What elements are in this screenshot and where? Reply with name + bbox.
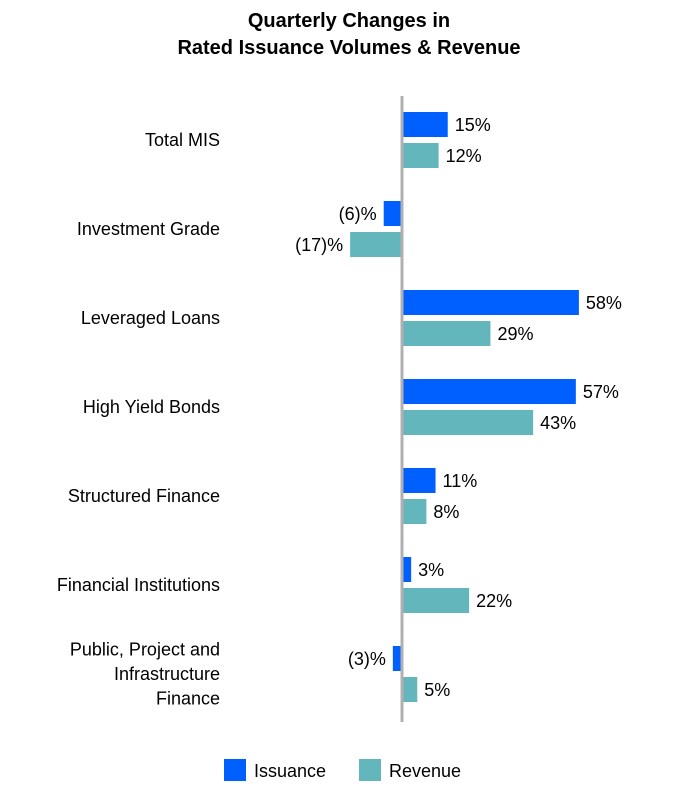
category-labels: Total MIS Investment Grade Leveraged Loans… xyxy=(57,130,220,709)
chart-title-line-1: Quarterly Changes in xyxy=(248,10,450,32)
data-label-issuance-3: 58% xyxy=(586,293,622,313)
chart-title-line-2: Rated Issuance Volumes & Revenue xyxy=(177,37,520,59)
category-label-6: Financial Institutions xyxy=(57,575,220,595)
legend-swatch-revenue xyxy=(359,759,381,781)
data-label-issuance-6: 3% xyxy=(418,560,444,580)
bar-revenue-5 xyxy=(402,499,427,524)
category-label-7-line-3: Finance xyxy=(156,689,220,709)
bar-issuance-1 xyxy=(402,112,448,137)
data-label-revenue-3: 29% xyxy=(497,324,533,344)
bar-revenue-7 xyxy=(402,677,418,702)
data-label-revenue-1: 12% xyxy=(446,146,482,166)
data-label-revenue-2: (17)% xyxy=(295,235,343,255)
bar-issuance-7 xyxy=(392,646,402,671)
data-label-revenue-5: 8% xyxy=(433,502,459,522)
category-label-5: Structured Finance xyxy=(68,486,220,506)
bar-revenue-1 xyxy=(402,143,439,168)
legend-label-issuance: Issuance xyxy=(254,761,326,781)
legend: Issuance Revenue xyxy=(224,759,461,781)
bar-issuance-2 xyxy=(383,201,402,226)
bar-revenue-6 xyxy=(402,588,470,613)
bar-issuance-3 xyxy=(402,290,579,315)
data-label-issuance-4: 57% xyxy=(583,382,619,402)
category-label-7-line-1: Public, Project and xyxy=(70,640,220,660)
bar-issuance-4 xyxy=(402,379,576,404)
category-label-1: Total MIS xyxy=(145,130,220,150)
data-label-issuance-5: 11% xyxy=(443,471,478,491)
bars-area: 15% 12% (6)% (17)% 58% 29% 57% 43% 11% 8% 3% 22% (3)… xyxy=(295,112,622,702)
bar-revenue-3 xyxy=(402,321,491,346)
data-label-issuance-1: 15% xyxy=(455,115,491,135)
category-label-2: Investment Grade xyxy=(77,219,220,239)
data-label-revenue-6: 22% xyxy=(476,591,512,611)
category-label-7-line-2: Infrastructure xyxy=(114,664,220,684)
category-label-4: High Yield Bonds xyxy=(83,397,220,417)
bar-issuance-5 xyxy=(402,468,436,493)
chart-title: Quarterly Changes in Rated Issuance Volum… xyxy=(177,10,520,59)
data-label-revenue-4: 43% xyxy=(540,413,576,433)
data-label-issuance-2: (6)% xyxy=(339,204,377,224)
data-label-revenue-7: 5% xyxy=(424,680,450,700)
bar-revenue-4 xyxy=(402,410,534,435)
bar-revenue-2 xyxy=(350,232,402,257)
data-label-issuance-7: (3)% xyxy=(348,649,386,669)
bar-issuance-6 xyxy=(402,557,412,582)
category-label-3: Leveraged Loans xyxy=(81,308,220,328)
legend-label-revenue: Revenue xyxy=(389,761,461,781)
legend-swatch-issuance xyxy=(224,759,246,781)
